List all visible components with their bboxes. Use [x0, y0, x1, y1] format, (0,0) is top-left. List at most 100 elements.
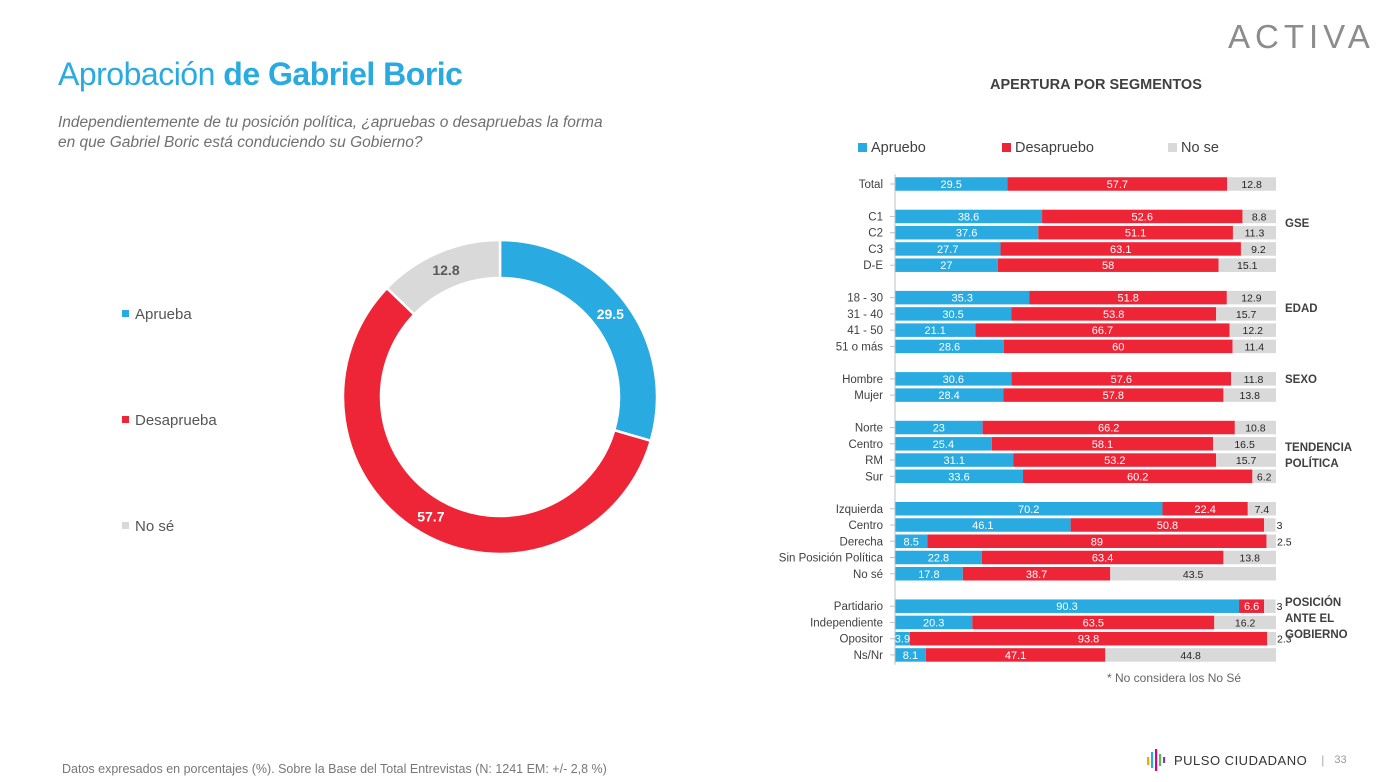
- bar-value-label: 8.5: [904, 536, 919, 548]
- bar-value-label: 22.8: [928, 553, 949, 565]
- bar-segment-nose: [1247, 502, 1276, 516]
- bar-value-label: 89: [1091, 536, 1103, 548]
- row-label: Sur: [865, 471, 883, 483]
- bar-segment-desaprueba: [981, 550, 1224, 565]
- bar-value-label: 43.5: [1183, 569, 1204, 581]
- row-label: 51 o más: [836, 341, 884, 353]
- bar-value-label: 38.7: [1026, 569, 1047, 581]
- bar-segment-nose: [1267, 631, 1276, 646]
- bar-value-label: 57.6: [1111, 374, 1132, 386]
- bar-segment-desaprueba: [1000, 242, 1241, 256]
- pulso-bars-icon: [1147, 749, 1166, 771]
- bar-segment-nose: [1105, 648, 1276, 662]
- row-label: Derecha: [840, 536, 884, 548]
- bar-segment-nose: [1232, 225, 1276, 240]
- bar-value-label: 28.6: [939, 341, 960, 353]
- bar-value-label: 63.1: [1110, 244, 1131, 256]
- bar-segment-desaprueba: [1023, 469, 1253, 484]
- row-label: Norte: [855, 423, 883, 435]
- bar-value-label: 58: [1102, 260, 1114, 272]
- bar-segment-nose: [1216, 453, 1276, 467]
- bar-segment-nose: [1231, 372, 1276, 386]
- bar-segment-aprueba: [895, 323, 976, 337]
- legend-apruebo-swatch: [858, 142, 867, 152]
- bar-segment-desaprueba: [1042, 209, 1243, 224]
- group-label-gse: GSE: [1285, 218, 1310, 230]
- row-label: Total: [859, 179, 883, 191]
- bar-value-label: 16.2: [1235, 617, 1256, 629]
- bar-value-label: 22.4: [1194, 504, 1215, 516]
- bar-value-label: 8.8: [1252, 211, 1267, 223]
- bar-segment-nose: [1226, 290, 1276, 305]
- group-label-edad: EDAD: [1285, 303, 1318, 315]
- bar-value-label: 11.8: [1244, 374, 1264, 386]
- bar-value-label: 38.6: [958, 211, 979, 223]
- bar-value-label: 46.1: [972, 520, 993, 532]
- row-label: D-E: [863, 260, 883, 272]
- bar-segment-nose: [1242, 209, 1276, 224]
- bar-value-label: 11.4: [1244, 341, 1264, 353]
- title-light: Aprobación: [58, 56, 215, 92]
- bar-segment-desaprueba: [1007, 177, 1228, 191]
- bar-segment-nose: [1264, 518, 1276, 532]
- legend-desapruebo: Desapruebo: [1002, 140, 1094, 156]
- bar-segment-aprueba: [895, 437, 992, 451]
- bar-segment-nose: [1232, 339, 1276, 354]
- bar-segment-aprueba: [895, 372, 1012, 386]
- bar-segment-desaprueba: [1003, 388, 1224, 402]
- bar-value-label: 13.8: [1239, 553, 1260, 565]
- bar-segment-desaprueba: [997, 258, 1219, 272]
- bar-segment-nose: [1240, 242, 1276, 256]
- bar-value-label: 47.1: [1005, 650, 1026, 662]
- bar-value-label: 16.5: [1234, 439, 1255, 451]
- row-label: 31 - 40: [847, 309, 883, 321]
- row-label: Izquierda: [836, 504, 884, 516]
- group-label-sexo: SEXO: [1285, 374, 1317, 386]
- bar-segment-desaprueba: [1003, 339, 1233, 354]
- bar-segment-desaprueba: [909, 631, 1268, 646]
- bar-segment-aprueba: [895, 648, 926, 662]
- bar-segment-nose: [1213, 437, 1276, 451]
- bar-value-label: 60.2: [1127, 471, 1148, 483]
- bar-value-label: 7.4: [1255, 504, 1270, 516]
- segments-title: APERTURA POR SEGMENTOS: [990, 77, 1202, 93]
- bar-segment-aprueba: [895, 567, 963, 581]
- legend-nose: No sé: [122, 518, 174, 535]
- bar-segment-desaprueba: [1029, 290, 1227, 305]
- bar-value-label: 25.4: [933, 439, 954, 451]
- bar-value-label: 66.2: [1098, 423, 1119, 435]
- pulso-ciudadano-text: PULSO CIUDADANO: [1174, 752, 1308, 768]
- bar-value-label: 27.7: [937, 244, 958, 256]
- row-label: No sé: [853, 569, 883, 581]
- legend-desaprueba-swatch: [122, 415, 129, 423]
- bar-segment-desaprueba: [927, 534, 1267, 548]
- bar-value-label: 44.8: [1180, 650, 1201, 662]
- row-label: Ns/Nr: [854, 650, 884, 662]
- row-label: C2: [868, 228, 883, 240]
- bar-value-label: 12.9: [1241, 293, 1262, 305]
- bar-value-label: 27: [940, 260, 952, 272]
- footer-note: Datos expresados en porcentajes (%). Sob…: [62, 762, 607, 776]
- bar-value-label: 93.8: [1078, 634, 1099, 646]
- row-label: Opositor: [840, 634, 884, 646]
- bar-value-label: 51.8: [1117, 293, 1138, 305]
- bar-segment-aprueba: [895, 631, 910, 646]
- bar-segment-nose: [1216, 307, 1276, 321]
- bar-segment-aprueba: [895, 258, 998, 272]
- bar-segment-aprueba: [895, 290, 1030, 305]
- bar-segment-desaprueba: [1011, 307, 1217, 321]
- legend-aprueba-swatch: [122, 309, 129, 317]
- legend-no-se: No se: [1168, 140, 1219, 156]
- row-label: Partidario: [834, 601, 883, 613]
- page-title: Aprobación de Gabriel Boric: [58, 56, 463, 93]
- legend-nose-swatch: [122, 521, 129, 529]
- bar-value-label: 60: [1112, 341, 1124, 353]
- legend-desapruebo-swatch: [1002, 142, 1011, 152]
- row-label: 18 - 30: [847, 293, 883, 305]
- title-bold: de Gabriel Boric: [223, 56, 463, 92]
- bar-segment-aprueba: [895, 518, 1071, 532]
- donut-label-aprueba: 29.5: [597, 306, 624, 322]
- bar-segment-aprueba: [895, 177, 1008, 191]
- bar-value-label: 11.3: [1245, 228, 1265, 240]
